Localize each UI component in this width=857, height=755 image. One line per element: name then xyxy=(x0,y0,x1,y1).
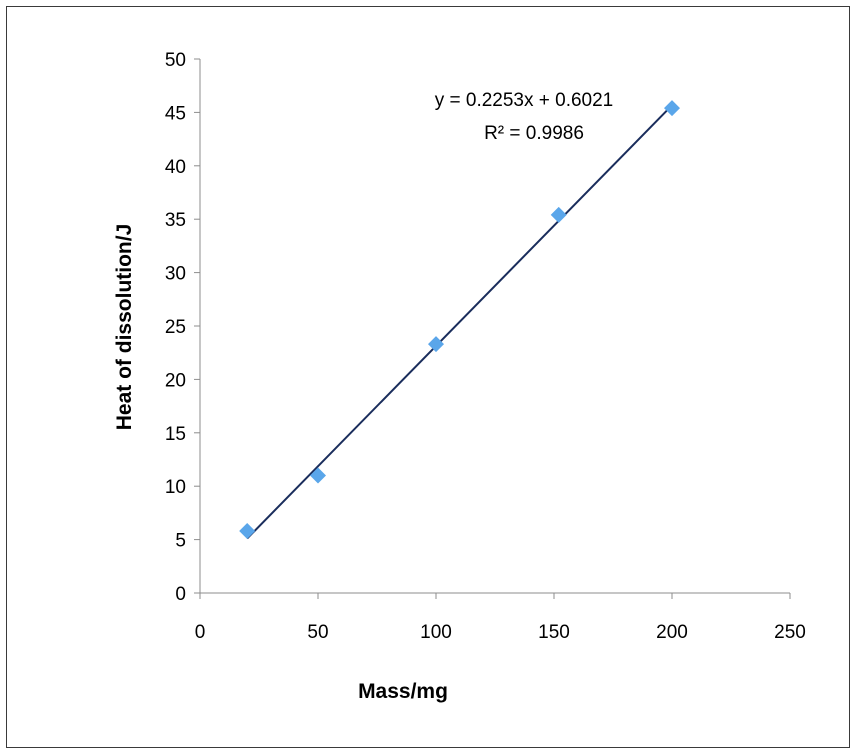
chart-frame xyxy=(6,6,850,748)
x-tick-label: 250 xyxy=(774,622,806,643)
trendline xyxy=(246,104,673,540)
x-tick-label: 100 xyxy=(420,622,452,643)
y-tick-label: 35 xyxy=(165,210,186,231)
data-point xyxy=(239,523,256,540)
data-point xyxy=(310,467,326,484)
x-tick-label: 200 xyxy=(656,622,688,643)
r-squared-label: R² = 0.9986 xyxy=(484,123,584,144)
data-point xyxy=(550,206,567,223)
y-tick-label: 20 xyxy=(165,370,186,391)
y-tick-label: 50 xyxy=(165,50,186,71)
y-tick-label: 15 xyxy=(165,424,186,445)
x-tick-label: 50 xyxy=(307,622,328,643)
trendline-layer xyxy=(246,104,673,540)
x-tick-label: 150 xyxy=(538,622,570,643)
tick-labels: 0 5 10 15 20 25 30 35 40 45 50 0 50 100 150 200 250 xyxy=(165,50,806,643)
data-point xyxy=(428,336,444,353)
data-points xyxy=(239,100,680,540)
y-tick-label: 25 xyxy=(165,317,186,338)
trendline-equation: y = 0.2253x + 0.6021 xyxy=(435,90,614,111)
y-tick-label: 5 xyxy=(175,531,186,552)
y-tick-label: 45 xyxy=(165,103,186,124)
x-tick-label: 0 xyxy=(195,622,206,643)
data-point xyxy=(664,100,680,117)
axes xyxy=(194,58,791,599)
y-tick-label: 10 xyxy=(165,477,186,498)
y-tick-label: 0 xyxy=(175,584,186,605)
y-axis-title: Heat of dissolution/J xyxy=(113,224,136,431)
y-tick-label: 30 xyxy=(165,264,186,285)
x-axis-title: Mass/mg xyxy=(358,680,448,703)
y-tick-label: 40 xyxy=(165,157,186,178)
